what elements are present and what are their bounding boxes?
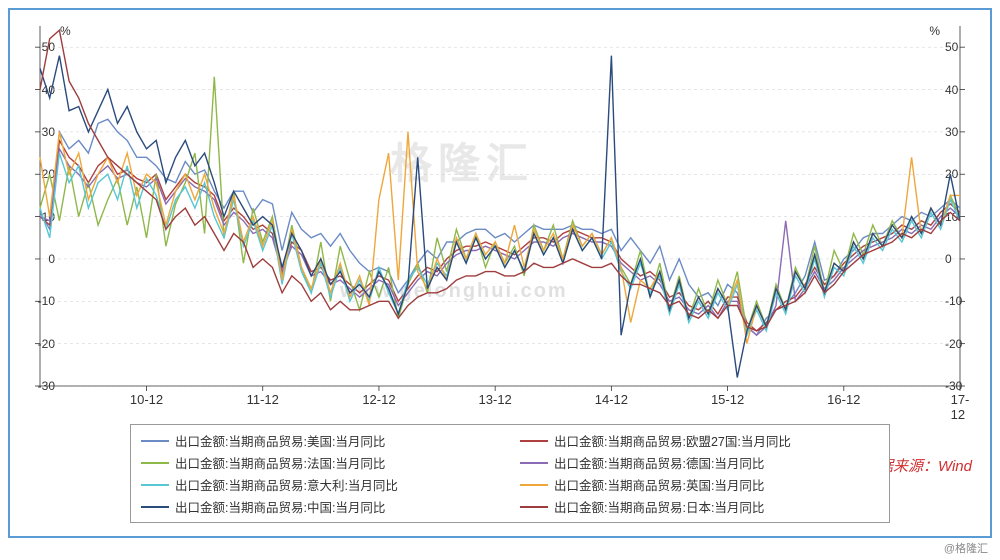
legend-swatch	[520, 440, 548, 442]
chart-container: 格隆汇 www.gelonghui.com % % -30-20-1001020…	[8, 8, 992, 538]
plot-area	[40, 26, 960, 386]
legend-item: 出口金额:当期商品贸易:德国:当月同比	[520, 453, 879, 472]
legend-swatch	[520, 506, 548, 508]
legend-item: 出口金额:当期商品贸易:中国:当月同比	[141, 497, 500, 516]
x-tick-label: 11-12	[247, 392, 279, 407]
legend-item: 出口金额:当期商品贸易:日本:当月同比	[520, 497, 879, 516]
legend-item: 出口金额:当期商品贸易:美国:当月同比	[141, 431, 500, 450]
legend-swatch	[520, 484, 548, 486]
legend-swatch	[141, 462, 169, 464]
legend-swatch	[141, 484, 169, 486]
legend-label: 出口金额:当期商品贸易:日本:当月同比	[554, 497, 764, 516]
legend-label: 出口金额:当期商品贸易:英国:当月同比	[554, 475, 764, 494]
attribution-label: @格隆汇	[944, 540, 988, 556]
legend-label: 出口金额:当期商品贸易:美国:当月同比	[175, 431, 385, 450]
x-tick-label: 13-12	[479, 392, 512, 407]
x-axis-ticks: 10-1211-1212-1213-1214-1215-1216-1217-12	[40, 392, 960, 412]
x-tick-label: 16-12	[827, 392, 860, 407]
legend-label: 出口金额:当期商品贸易:法国:当月同比	[175, 453, 385, 472]
legend-swatch	[141, 506, 169, 508]
legend-swatch	[141, 440, 169, 442]
x-tick-label: 17-12	[951, 392, 970, 422]
legend-box: 出口金额:当期商品贸易:美国:当月同比 出口金额:当期商品贸易:欧盟27国:当月同…	[130, 424, 890, 523]
x-tick-label: 10-12	[130, 392, 163, 407]
x-tick-label: 12-12	[362, 392, 395, 407]
legend-swatch	[520, 462, 548, 464]
legend-label: 出口金额:当期商品贸易:意大利:当月同比	[175, 475, 398, 494]
legend-label: 出口金额:当期商品贸易:欧盟27国:当月同比	[554, 431, 791, 450]
legend-item: 出口金额:当期商品贸易:欧盟27国:当月同比	[520, 431, 879, 450]
x-tick-label: 15-12	[711, 392, 744, 407]
legend-item: 出口金额:当期商品贸易:英国:当月同比	[520, 475, 879, 494]
legend-label: 出口金额:当期商品贸易:中国:当月同比	[175, 497, 385, 516]
legend-item: 出口金额:当期商品贸易:法国:当月同比	[141, 453, 500, 472]
x-tick-label: 14-12	[595, 392, 628, 407]
plot-svg	[40, 26, 960, 386]
legend-label: 出口金额:当期商品贸易:德国:当月同比	[554, 453, 764, 472]
legend-item: 出口金额:当期商品贸易:意大利:当月同比	[141, 475, 500, 494]
